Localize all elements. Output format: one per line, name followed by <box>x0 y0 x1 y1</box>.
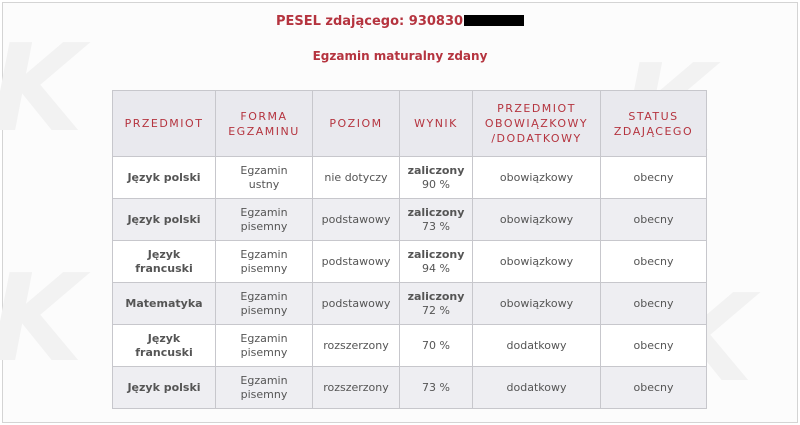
level-cell: rozszerzony <box>312 366 400 409</box>
subject-cell: Język polski <box>112 156 216 199</box>
exam-form-cell: Egzamin pisemny <box>215 240 313 283</box>
subject-type-cell: dodatkowy <box>472 366 601 409</box>
subject-cell: Matematyka <box>112 282 216 325</box>
level-cell: podstawowy <box>312 198 400 241</box>
subject-cell: Język polski <box>112 366 216 409</box>
result-cell: 73 % <box>399 366 473 409</box>
level-cell: podstawowy <box>312 282 400 325</box>
exam-result-heading: Egzamin maturalny zdany <box>312 49 488 63</box>
subject-type-cell: obowiązkowy <box>472 282 601 325</box>
status-cell: obecny <box>600 198 707 241</box>
background-watermark: K <box>0 20 83 159</box>
result-cell: zaliczony 72 % <box>399 282 473 325</box>
subject-type-cell: dodatkowy <box>472 324 601 367</box>
header-level: POZIOM <box>312 90 400 157</box>
table-row: Język polski Egzamin ustny nie dotyczy za… <box>112 156 707 199</box>
level-cell: podstawowy <box>312 240 400 283</box>
redaction-bar <box>464 15 525 26</box>
header-result: WYNIK <box>399 90 473 157</box>
subject-cell: Język polski <box>112 198 216 241</box>
status-cell: obecny <box>600 156 707 199</box>
table-row: Język polski Egzamin pisemny rozszerzony … <box>112 366 707 409</box>
header-exam-form: FORMA EGZAMINU <box>215 90 313 157</box>
results-table: PRZEDMIOT FORMA EGZAMINU POZIOM WYNIK PRZ… <box>112 90 707 409</box>
table-header-row: PRZEDMIOT FORMA EGZAMINU POZIOM WYNIK PRZ… <box>112 90 707 157</box>
result-cell: zaliczony 90 % <box>399 156 473 199</box>
exam-form-cell: Egzamin pisemny <box>215 366 313 409</box>
level-cell: rozszerzony <box>312 324 400 367</box>
exam-form-cell: Egzamin pisemny <box>215 198 313 241</box>
status-cell: obecny <box>600 282 707 325</box>
subject-cell: Język francuski <box>112 324 216 367</box>
subject-type-cell: obowiązkowy <box>472 198 601 241</box>
status-cell: obecny <box>600 240 707 283</box>
level-cell: nie dotyczy <box>312 156 400 199</box>
pesel-label: PESEL zdającego: 930830 <box>275 14 464 29</box>
result-cell: 70 % <box>399 324 473 367</box>
table-row: Język francuski Egzamin pisemny rozszerzon… <box>112 324 707 367</box>
result-cell: zaliczony 73 % <box>399 198 473 241</box>
status-cell: obecny <box>600 324 707 367</box>
background-watermark: K <box>0 250 83 389</box>
table-row: Język francuski Egzamin pisemny podstawowy… <box>112 240 707 283</box>
header-subject-type: PRZEDMIOT OBOWIĄZKOWY/DODATKOWY <box>472 90 601 157</box>
subject-type-cell: obowiązkowy <box>472 240 601 283</box>
exam-form-cell: Egzamin ustny <box>215 156 313 199</box>
header-status: STATUS ZDAJĄCEGO <box>600 90 707 157</box>
table-row: Matematyka Egzamin pisemny podstawowy zal… <box>112 282 707 325</box>
status-cell: obecny <box>600 366 707 409</box>
exam-form-cell: Egzamin pisemny <box>215 282 313 325</box>
pesel-heading: PESEL zdającego: 930830 <box>0 14 800 29</box>
header-subject: PRZEDMIOT <box>112 90 216 157</box>
table-row: Język polski Egzamin pisemny podstawowy z… <box>112 198 707 241</box>
exam-form-cell: Egzamin pisemny <box>215 324 313 367</box>
result-cell: zaliczony 94 % <box>399 240 473 283</box>
subject-cell: Język francuski <box>112 240 216 283</box>
subject-type-cell: obowiązkowy <box>472 156 601 199</box>
